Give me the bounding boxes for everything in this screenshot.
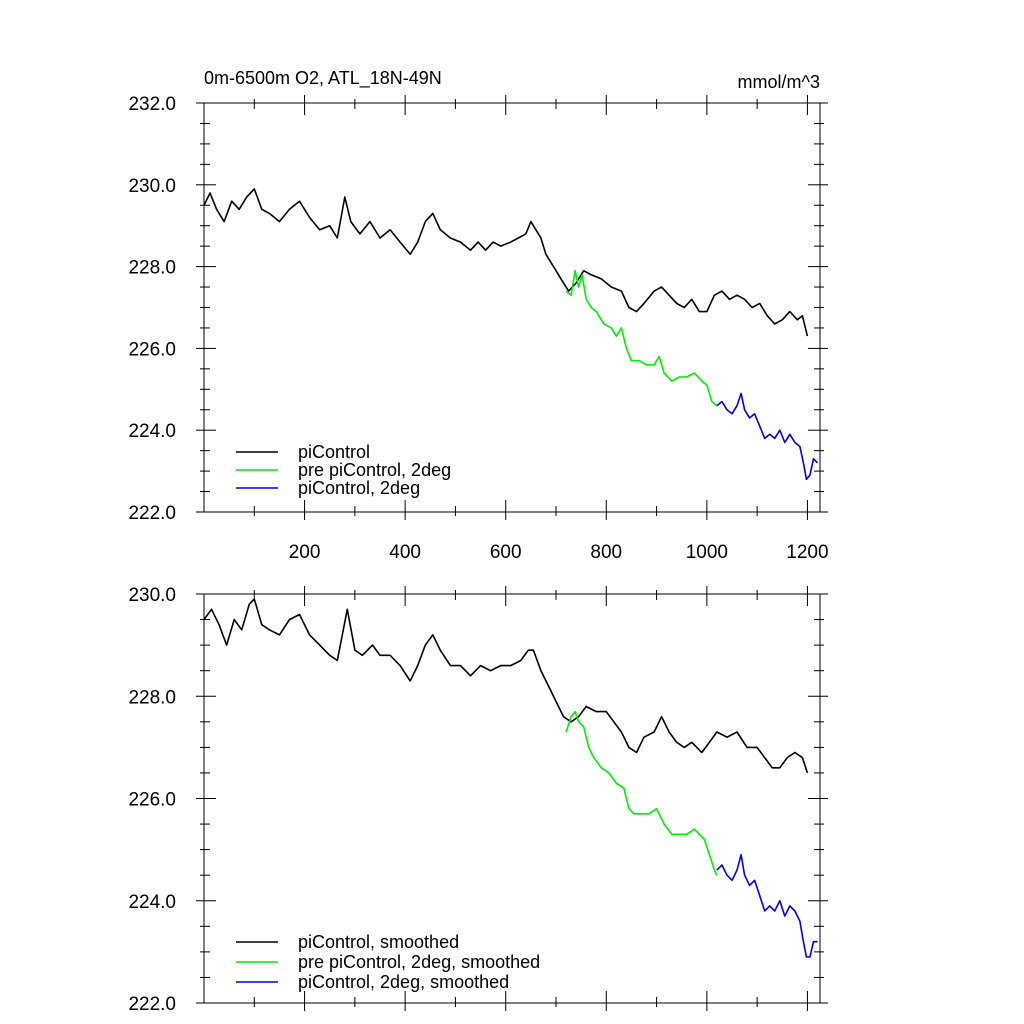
bottom-panel: 222.0 224.0 226.0 228.0 230.0 piControl, smo… (128, 585, 828, 1015)
top-panel: 0m-6500m O2, ATL_18N-49N mmol/m^3 200 400… (128, 68, 828, 563)
top-y-tick-label: 230.0 (128, 176, 176, 197)
top-chart-title: 0m-6500m O2, ATL_18N-49N (204, 68, 442, 89)
top-series (203, 188, 819, 481)
top-series-line-0 (203, 188, 809, 337)
bottom-y-tick-label: 226.0 (128, 790, 176, 811)
bottom-y-tick-label: 230.0 (128, 585, 176, 606)
bottom-series (203, 598, 818, 958)
top-y-tick-label: 222.0 (128, 503, 176, 524)
top-x-tick-label: 400 (389, 542, 421, 563)
top-series-line-1 (565, 269, 718, 407)
top-x-tick-label: 1000 (686, 542, 728, 563)
bottom-series-line-2 (716, 853, 818, 958)
bottom-series-line-0 (203, 598, 809, 774)
bottom-legend-label: pre piControl, 2deg, smoothed (298, 952, 540, 972)
top-series-line-2 (716, 392, 819, 481)
bottom-legend-label: piControl, smoothed (298, 932, 459, 952)
top-axes: 200 400 600 800 1000 1200 222.0 224.0 226.0 228.0… (128, 94, 828, 563)
bottom-legend-label: piControl, 2deg, smoothed (298, 972, 509, 992)
bottom-y-tick-label: 224.0 (128, 892, 176, 913)
bottom-y-tick-label: 222.0 (128, 994, 176, 1015)
top-y-tick-label: 228.0 (128, 258, 176, 279)
bottom-series-line-1 (565, 710, 718, 876)
top-x-tick-label: 600 (490, 542, 522, 563)
top-y-tick-label: 224.0 (128, 421, 176, 442)
top-legend-label: piControl, 2deg (298, 478, 420, 498)
top-legend-label: piControl (298, 442, 370, 462)
top-x-tick-label: 200 (289, 542, 321, 563)
bottom-y-tick-label: 228.0 (128, 687, 176, 708)
top-x-tick-label: 800 (590, 542, 622, 563)
top-y-tick-label: 226.0 (128, 339, 176, 360)
top-x-tick-label: 1200 (786, 542, 828, 563)
bottom-axes: 222.0 224.0 226.0 228.0 230.0 (128, 585, 828, 1015)
top-chart-units: mmol/m^3 (738, 72, 820, 92)
top-legend-label: pre piControl, 2deg (298, 460, 451, 480)
top-y-tick-label: 232.0 (128, 94, 176, 115)
